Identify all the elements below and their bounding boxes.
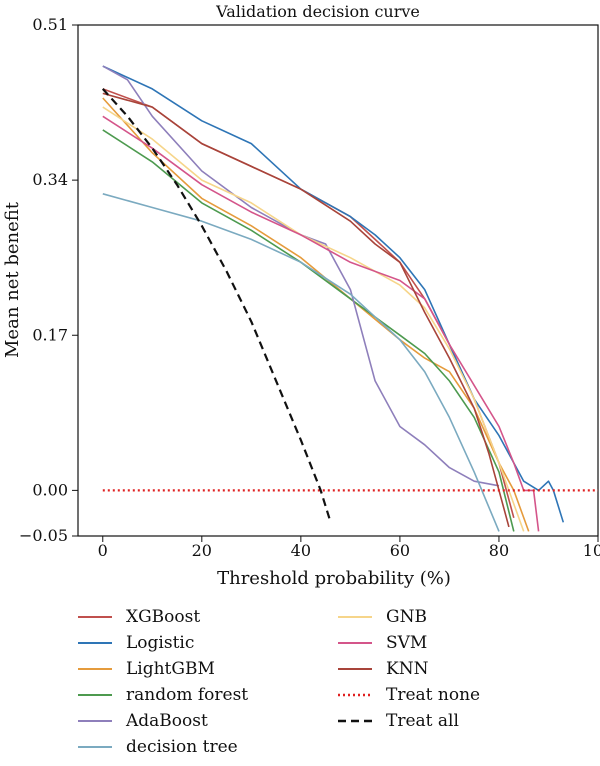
legend-item-random-forest: random forest: [78, 685, 248, 705]
x-tick-label: 60: [390, 541, 410, 560]
series-layer: [101, 65, 598, 532]
series-line-gnb: [102, 106, 525, 532]
plot-area-frame: [77, 24, 599, 537]
y-tick-label: 0.17: [32, 325, 68, 344]
series-line-treat-all: [101, 88, 332, 523]
legend-item-lightgbm: LightGBM: [78, 659, 215, 679]
x-tick-label: 100: [583, 541, 600, 560]
x-axis-label: Threshold probability (%): [217, 568, 451, 589]
x-tick-label: 80: [489, 541, 509, 560]
series-line-adaboost: [102, 65, 500, 487]
legend-label: GNB: [386, 607, 427, 627]
legend-label: decision tree: [126, 737, 238, 757]
series-line-xgboost: [102, 88, 515, 519]
y-axis-ticks: −0.05 0.00 0.17 0.34 0.51: [19, 15, 78, 545]
y-axis-label: Mean net benefit: [2, 201, 23, 358]
series-line-knn: [102, 92, 510, 528]
x-axis-ticks: 0 20 40 60 80 100: [98, 536, 600, 560]
legend-item-logistic: Logistic: [78, 633, 194, 653]
legend-item-treat-all: Treat all: [338, 711, 459, 731]
legend-label: AdaBoost: [125, 711, 208, 731]
legend-item-knn: KNN: [338, 659, 429, 679]
series-line-logistic: [102, 65, 565, 523]
legend-label: random forest: [126, 685, 248, 705]
legend-item-decision-tree: decision tree: [78, 737, 238, 757]
series-line-random-forest: [102, 129, 515, 532]
legend-label: Treat all: [386, 711, 459, 731]
series-line-svm: [102, 115, 540, 532]
x-tick-label: 40: [291, 541, 311, 560]
legend-item-xgboost: XGBoost: [78, 607, 200, 627]
y-tick-label: 0.51: [32, 15, 68, 34]
legend-item-adaboost: AdaBoost: [78, 711, 208, 731]
series-line-lightgbm: [102, 97, 530, 532]
legend-label: KNN: [386, 659, 429, 679]
legend-item-svm: SVM: [338, 633, 427, 653]
legend-label: SVM: [386, 633, 427, 653]
legend-label: Logistic: [126, 633, 194, 653]
legend-item-treat-none: Treat none: [338, 685, 480, 705]
y-tick-label: 0.34: [32, 170, 68, 189]
chart-title: Validation decision curve: [215, 2, 420, 21]
x-tick-label: 20: [192, 541, 212, 560]
legend: XGBoost Logistic LightGBM random forest AdaB…: [78, 607, 480, 757]
x-tick-label: 0: [98, 541, 108, 560]
legend-label: XGBoost: [126, 607, 200, 627]
legend-label: Treat none: [386, 685, 480, 705]
series-line-decision-tree: [102, 193, 500, 532]
y-tick-label: −0.05: [19, 526, 68, 545]
legend-label: LightGBM: [126, 659, 215, 679]
y-tick-label: 0.00: [32, 480, 68, 499]
legend-item-gnb: GNB: [338, 607, 427, 627]
